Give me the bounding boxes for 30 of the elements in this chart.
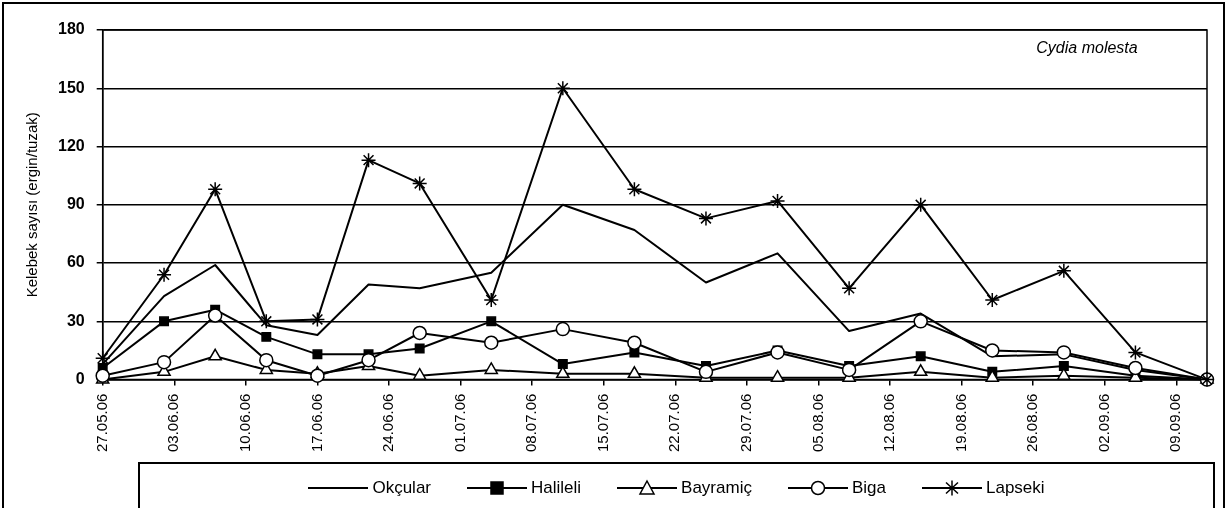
y-tick-label: 120 xyxy=(57,136,85,154)
legend-label: Halileli xyxy=(531,478,582,498)
x-tick-label: 27.05.06 xyxy=(92,393,110,452)
x-tick-label: 03.06.06 xyxy=(164,393,182,452)
x-tick-label: 09.09.06 xyxy=(1166,393,1184,452)
y-tick-label: 150 xyxy=(57,78,85,96)
y-tick-label: 180 xyxy=(57,20,85,38)
x-tick-label: 22.07.06 xyxy=(665,393,683,452)
y-tick-label: 90 xyxy=(66,195,85,213)
x-tick-label: 29.07.06 xyxy=(737,393,755,452)
y-axis-title: Kelebek sayısı (ergin/tuzak) xyxy=(23,112,41,298)
y-tick-label: 60 xyxy=(66,253,85,271)
x-tick-label: 12.08.06 xyxy=(880,393,898,452)
x-tick-label: 24.06.06 xyxy=(379,393,397,452)
y-tick-label: 0 xyxy=(75,370,85,388)
x-tick-label: 08.07.06 xyxy=(522,393,540,452)
legend-label: Biga xyxy=(851,478,886,498)
legend-label: Bayramiç xyxy=(681,478,752,498)
x-tick-label: 02.09.06 xyxy=(1094,393,1112,452)
y-tick-label: 30 xyxy=(66,311,85,329)
x-tick-label: 26.08.06 xyxy=(1023,393,1041,452)
x-tick-label: 01.07.06 xyxy=(450,393,468,452)
annotation: Cydia molesta xyxy=(1036,39,1138,57)
x-tick-label: 17.06.06 xyxy=(307,393,325,452)
x-tick-label: 15.07.06 xyxy=(593,393,611,452)
x-tick-label: 19.08.06 xyxy=(951,393,969,452)
x-tick-label: 10.06.06 xyxy=(235,393,253,452)
legend-label: Lapseki xyxy=(985,478,1045,498)
legend-label: Okçular xyxy=(372,478,431,498)
x-tick-label: 05.08.06 xyxy=(808,393,826,452)
